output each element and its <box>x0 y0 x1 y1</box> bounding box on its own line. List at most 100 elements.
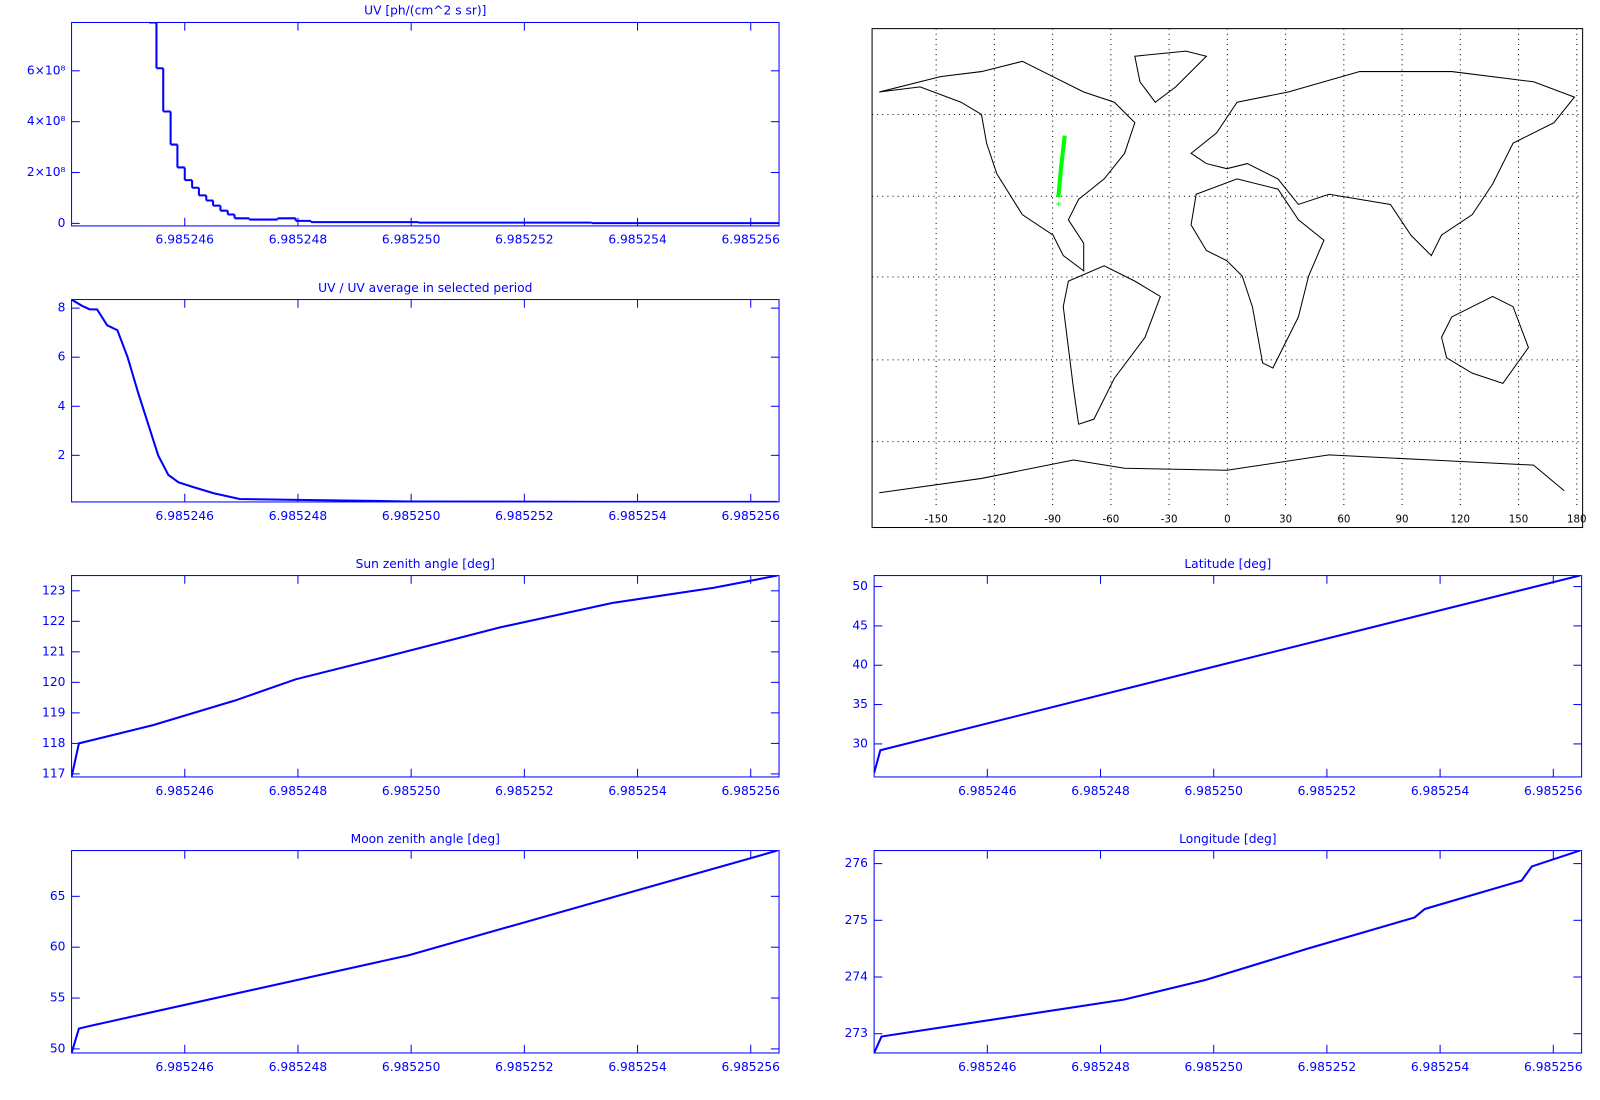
data <box>71 575 778 777</box>
x-tick-label: 6.985246 <box>156 233 215 247</box>
eurasia <box>1190 71 1576 257</box>
north-america <box>879 60 1136 272</box>
panel: Sun zenith angle [deg] 6.985246 6.985248 6.… <box>42 557 780 798</box>
data <box>149 22 780 225</box>
y-tick-label: 2×10⁸ <box>27 165 66 179</box>
y-tick-label: 60 <box>50 940 66 954</box>
x-tick-label: -90 <box>1044 514 1061 525</box>
x-tick-label: -120 <box>983 514 1006 525</box>
data <box>71 299 778 502</box>
x-tick-label: 6.985256 <box>722 233 781 247</box>
data-line <box>874 575 1581 774</box>
x-tick-label: 6.985246 <box>958 784 1017 798</box>
greenland <box>1134 50 1208 103</box>
ground-track <box>1056 135 1067 198</box>
plot-frame <box>71 299 780 503</box>
x-tick-label: 6.985248 <box>1071 784 1129 798</box>
world-map-outline <box>872 50 1583 494</box>
y-tick-label: 6×10⁸ <box>27 63 66 77</box>
y-tick-label: 50 <box>50 1041 66 1055</box>
x-tick-label: 6.985246 <box>156 509 215 523</box>
y-tick-label: 120 <box>42 675 65 689</box>
chart-title: Moon zenith angle [deg] <box>351 832 500 846</box>
antarctica <box>879 454 1565 494</box>
x-tick-label: 6.985256 <box>722 1060 781 1074</box>
plot-frame <box>871 28 1584 529</box>
y-tick-label: 55 <box>50 991 66 1005</box>
y-tick-label: 4×10⁸ <box>27 114 66 128</box>
x-tick-label: 90 <box>1396 514 1409 525</box>
x-tick-label: 6.985248 <box>1071 1060 1129 1074</box>
chart-title: Latitude [deg] <box>1184 557 1271 571</box>
panel: Latitude [deg] 6.985246 6.985248 6.985250 6.… <box>852 557 1582 798</box>
x-tick-label: 120 <box>1451 514 1471 525</box>
data: * <box>1056 135 1067 212</box>
x-tick-label: 6.985250 <box>382 233 440 247</box>
data-line <box>874 850 1581 1053</box>
x-tick-label: 6.985248 <box>269 233 327 247</box>
chart-title: UV / UV average in selected period <box>318 281 532 295</box>
x-tick-label: 6.985254 <box>608 509 667 523</box>
data-line <box>71 299 778 502</box>
y-tick-label: 65 <box>50 889 66 903</box>
x-tick-label: 6.985256 <box>722 509 781 523</box>
x-tick-label: -60 <box>1103 514 1120 525</box>
y-tick-label: 45 <box>852 618 868 632</box>
y-tick-label: 273 <box>845 1026 868 1040</box>
data <box>71 850 778 1053</box>
plot-frame <box>71 21 780 227</box>
x-tick-label: 6.985254 <box>608 784 667 798</box>
x-tick-label: 60 <box>1337 514 1350 525</box>
y-tick-label: 50 <box>852 579 868 593</box>
x-tick-label: 30 <box>1279 514 1292 525</box>
y-tick-label: 119 <box>42 705 65 719</box>
x-tick-label: 6.985252 <box>495 233 553 247</box>
y-tick-label: 2 <box>58 448 66 462</box>
x-tick-label: 6.985256 <box>722 784 781 798</box>
x-tick-label: 6.985246 <box>156 1060 215 1074</box>
y-tick-label: 121 <box>42 644 65 658</box>
x-tick-label: 6.985254 <box>1411 784 1470 798</box>
x-tick-label: 6.985254 <box>608 1060 667 1074</box>
x-tick-label: 6.985250 <box>1184 1060 1242 1074</box>
data <box>874 575 1581 774</box>
x-tick-label: 6.985256 <box>1524 784 1583 798</box>
x-tick-label: 180 <box>1567 514 1587 525</box>
x-tick-label: 6.985248 <box>269 509 327 523</box>
x-tick-label: 6.985250 <box>1184 784 1242 798</box>
y-tick-label: 122 <box>42 614 65 628</box>
panel: UV / UV average in selected period 6.9852… <box>58 281 781 523</box>
chart-title: UV [ph/(cm^2 s sr)] <box>364 4 486 18</box>
y-tick-label: 35 <box>852 697 868 711</box>
track-start: * <box>1056 201 1061 212</box>
data-line <box>71 850 778 1053</box>
data-line <box>71 575 778 777</box>
data <box>874 850 1581 1053</box>
x-tick-label: 6.985252 <box>1298 1060 1356 1074</box>
panel: Moon zenith angle [deg] 6.985246 6.985248 6… <box>50 832 780 1074</box>
plot-frame <box>71 850 780 1054</box>
x-tick-label: -30 <box>1161 514 1178 525</box>
x-tick-label: 6.985246 <box>156 784 215 798</box>
x-tick-label: 6.985248 <box>269 784 327 798</box>
y-tick-label: 123 <box>42 583 65 597</box>
panel: -150 -120 -90 -60 -30 0 30 60 90 120 150 180 * <box>871 28 1587 529</box>
south-america <box>1062 265 1162 425</box>
x-tick-label: 6.985256 <box>1524 1060 1583 1074</box>
y-tick-label: 276 <box>845 856 869 870</box>
plot-frame <box>873 850 1583 1054</box>
y-tick-label: 118 <box>42 736 65 750</box>
x-tick-label: 6.985254 <box>608 233 667 247</box>
x-tick-label: -150 <box>925 514 948 525</box>
y-tick-label: 6 <box>58 350 66 364</box>
x-tick-label: 6.985254 <box>1411 1060 1470 1074</box>
australia <box>1440 295 1530 384</box>
x-tick-label: 6.985250 <box>382 784 440 798</box>
x-tick-label: 0 <box>1224 514 1231 525</box>
x-tick-label: 6.985252 <box>495 784 553 798</box>
x-tick-label: 6.985250 <box>382 509 440 523</box>
y-tick-label: 274 <box>845 969 869 983</box>
x-tick-label: 6.985246 <box>958 1060 1017 1074</box>
panel: Longitude [deg] 6.985246 6.985248 6.985250 6… <box>845 832 1583 1074</box>
